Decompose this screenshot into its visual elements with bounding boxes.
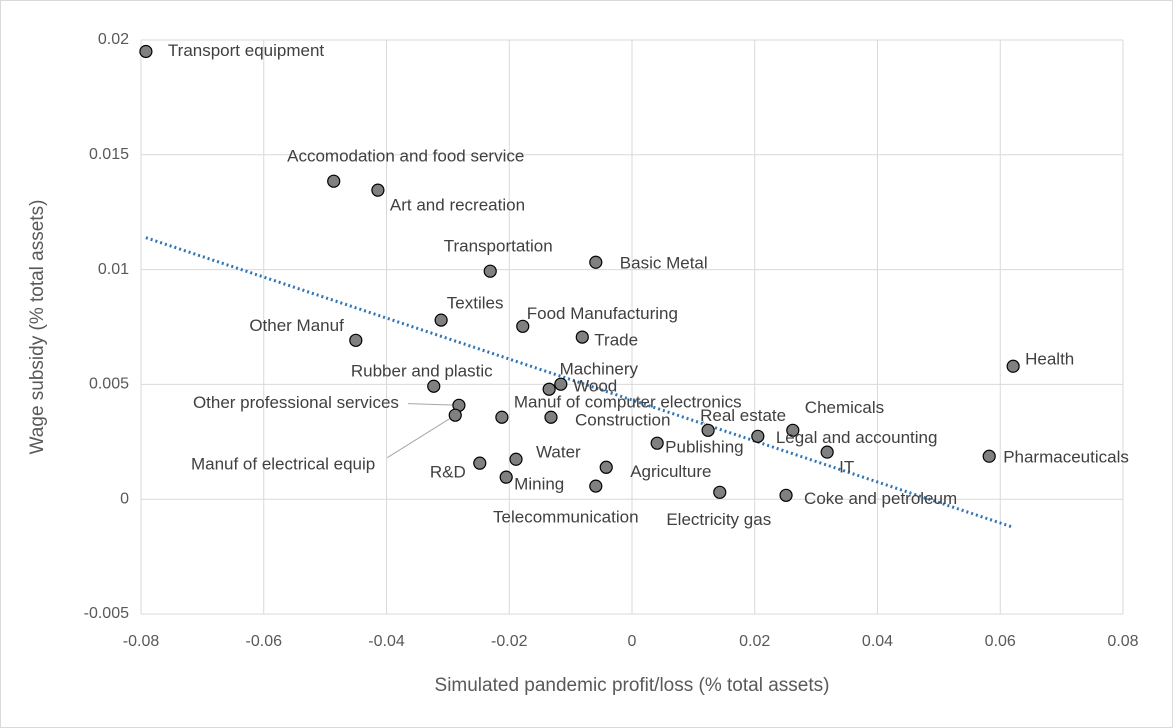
point-label: Agriculture xyxy=(630,462,711,481)
leader-line xyxy=(386,414,456,459)
point xyxy=(544,410,558,424)
x-tick-label: 0.04 xyxy=(862,633,893,650)
point xyxy=(701,423,715,437)
point xyxy=(483,264,497,278)
point-label: Telecommunication xyxy=(493,508,639,527)
point-label: Other Manuf xyxy=(249,316,344,335)
leader-line xyxy=(407,403,459,406)
x-tick-label: 0 xyxy=(628,633,637,650)
point xyxy=(427,379,441,393)
trendline xyxy=(145,236,1014,529)
y-tick-label: -0.005 xyxy=(84,605,129,622)
point-label: Transportation xyxy=(444,237,553,256)
point xyxy=(434,313,448,327)
point-label: Pharmaceuticals xyxy=(1003,448,1129,467)
point xyxy=(554,377,568,391)
point xyxy=(542,382,556,396)
point-label: Other professional services xyxy=(193,393,399,412)
x-tick-label: -0.08 xyxy=(123,633,160,650)
point-label: Chemicals xyxy=(805,398,884,417)
point xyxy=(575,330,589,344)
point xyxy=(779,488,793,502)
point-label: IT xyxy=(839,458,854,477)
y-tick-label: 0.01 xyxy=(98,261,129,278)
point xyxy=(495,410,509,424)
x-tick-label: 0.02 xyxy=(739,633,770,650)
x-axis-title: Simulated pandemic profit/loss (% total … xyxy=(435,675,830,696)
point xyxy=(589,255,603,269)
point xyxy=(982,449,996,463)
point xyxy=(589,479,603,493)
y-tick-label: 0.02 xyxy=(98,31,129,48)
point-label: Health xyxy=(1025,350,1074,369)
point xyxy=(448,408,462,422)
point xyxy=(139,44,153,59)
point-label: Trade xyxy=(594,331,638,350)
point xyxy=(349,333,363,347)
point-label: Textiles xyxy=(447,294,504,313)
point-label: Manuf of computer electronics xyxy=(514,393,742,412)
x-tick-label: -0.02 xyxy=(491,633,528,650)
point-label: Machinery xyxy=(560,360,639,379)
point xyxy=(650,436,664,450)
point xyxy=(1006,359,1020,373)
point-label: Legal and accounting xyxy=(776,428,938,447)
y-tick-label: 0.005 xyxy=(89,376,129,393)
point-label: Accomodation and food service xyxy=(287,147,524,166)
point xyxy=(751,429,765,443)
point-label: Real estate xyxy=(700,406,786,425)
point-label: Manuf of electrical equip xyxy=(191,455,375,474)
x-tick-label: -0.04 xyxy=(368,633,405,650)
point xyxy=(713,485,727,499)
point xyxy=(371,183,385,197)
point-label: Food Manufacturing xyxy=(527,304,678,323)
y-tick-label: 0.015 xyxy=(89,146,129,163)
point-label: Transport equipment xyxy=(168,41,325,60)
point-label: Basic Metal xyxy=(620,254,708,273)
point xyxy=(509,452,523,466)
x-tick-label: 0.08 xyxy=(1107,633,1138,650)
point-label: Water xyxy=(536,443,581,462)
point xyxy=(499,470,513,484)
point xyxy=(599,460,613,474)
y-tick-label: 0 xyxy=(120,490,129,507)
point-label: Mining xyxy=(514,475,564,494)
x-tick-label: 0.06 xyxy=(985,633,1016,650)
point xyxy=(516,319,530,333)
y-axis-title: Wage subsidy (% total assets) xyxy=(27,200,48,455)
point xyxy=(327,174,341,188)
point xyxy=(473,456,487,470)
point-label: R&D xyxy=(430,463,466,482)
point-label: Art and recreation xyxy=(390,196,525,215)
point-label: Wood xyxy=(573,377,617,396)
point-label: Publishing xyxy=(665,438,743,457)
point xyxy=(786,423,800,437)
point-label: Rubber and plastic xyxy=(351,362,493,381)
point xyxy=(820,445,834,459)
point-label: Construction xyxy=(575,411,670,430)
point-label: Electricity gas xyxy=(666,510,771,529)
x-tick-label: -0.06 xyxy=(246,633,283,650)
point-label: Coke and petroleum xyxy=(804,489,957,508)
